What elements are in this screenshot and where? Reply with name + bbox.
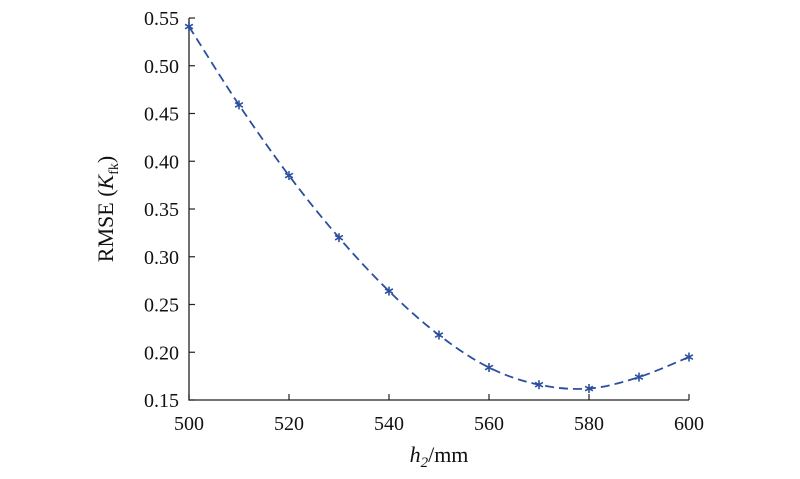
- y-axis-label-suffix: ): [93, 156, 118, 163]
- data-point-marker: [484, 363, 494, 373]
- y-axis-ticks: 0.15 0.20 0.25 0.30 0.35 0.40 0.45 0.50 0.55: [144, 8, 195, 412]
- axes: [188, 18, 689, 401]
- y-axis-label-prefix: RMSE (: [93, 189, 118, 262]
- data-point-marker: [634, 372, 644, 382]
- y-tick-label: 0.40: [144, 151, 179, 173]
- data-point-marker: [334, 233, 344, 243]
- x-axis-label-variable: h: [410, 442, 421, 467]
- y-axis-label-variable: K: [93, 173, 118, 190]
- y-tick-label: 0.45: [144, 104, 179, 126]
- x-tick-label: 540: [374, 413, 404, 435]
- series-group: [184, 22, 694, 394]
- data-point-marker: [284, 171, 294, 181]
- x-tick-label: 600: [674, 413, 704, 435]
- y-tick-label: 0.35: [144, 199, 179, 221]
- y-tick-label: 0.20: [144, 342, 179, 364]
- data-point-marker: [434, 330, 444, 340]
- x-tick-label: 560: [474, 413, 504, 435]
- y-tick-label: 0.25: [144, 295, 179, 317]
- y-tick-label: 0.55: [144, 8, 179, 30]
- x-tick-label: 580: [574, 413, 604, 435]
- data-point-marker: [184, 22, 194, 32]
- y-tick-label: 0.30: [144, 247, 179, 269]
- y-tick-label: 0.50: [144, 56, 179, 78]
- y-axis-label: RMSE (Kfk): [93, 156, 122, 262]
- data-point-marker: [684, 352, 694, 362]
- x-axis-label-subscript: 2: [421, 455, 429, 471]
- x-tick-label: 520: [274, 413, 304, 435]
- x-axis-ticks: 500 520 540 560 580 600: [174, 394, 704, 435]
- x-axis-label: h2/mm: [410, 442, 469, 471]
- y-tick-label: 0.15: [144, 390, 179, 412]
- data-point-marker: [584, 384, 594, 394]
- x-tick-label: 500: [174, 413, 204, 435]
- axis-frame: [188, 18, 689, 401]
- data-point-marker: [534, 380, 544, 390]
- x-axis-label-unit: /mm: [428, 442, 468, 467]
- series-line: [188, 26, 690, 390]
- data-point-marker: [384, 286, 394, 296]
- y-axis-label-subscript: fk: [107, 163, 122, 175]
- data-point-marker: [234, 100, 244, 110]
